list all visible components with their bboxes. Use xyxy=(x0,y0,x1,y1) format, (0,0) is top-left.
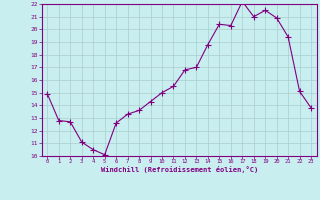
X-axis label: Windchill (Refroidissement éolien,°C): Windchill (Refroidissement éolien,°C) xyxy=(100,166,258,173)
